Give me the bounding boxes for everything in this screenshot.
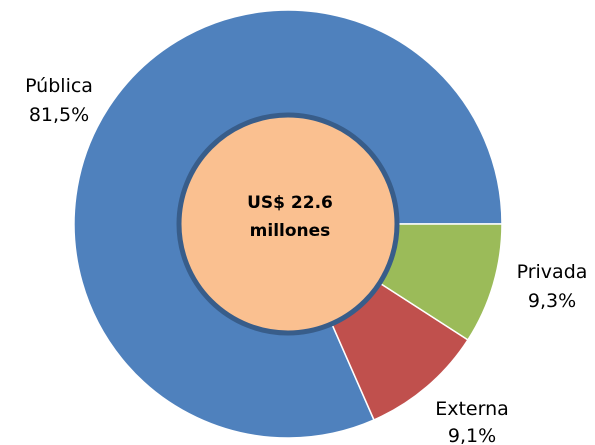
center-label-line-2: millones [250,221,331,241]
center-disc [176,112,400,336]
slice-name-externa: Externa [435,398,509,420]
slice-value-privada: 9,3% [528,290,576,312]
center-label-line-1: US$ 22.6 [247,193,333,213]
label-publica: Pública 81,5% [25,75,93,126]
label-externa: Externa 9,1% [435,398,509,445]
slice-name-privada: Privada [517,261,588,283]
slice-name-publica: Pública [25,75,93,97]
slice-value-publica: 81,5% [29,104,89,126]
slice-value-externa: 9,1% [448,425,496,445]
label-privada: Privada 9,3% [517,261,588,312]
